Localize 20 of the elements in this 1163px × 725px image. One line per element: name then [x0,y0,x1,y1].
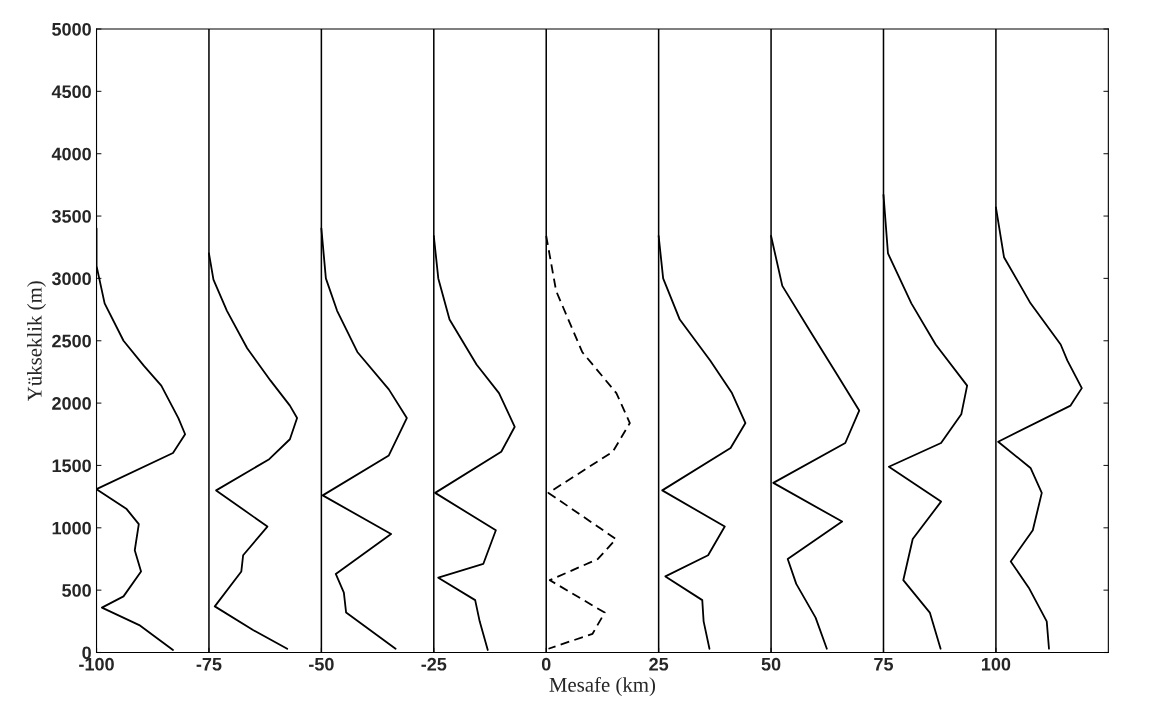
y-tick-label: 4000 [51,147,91,161]
y-tick-label: 5000 [52,22,91,36]
y-tick-label: 1000 [52,521,91,535]
x-tick-label: -50 [309,657,334,671]
x-tick-label: 25 [649,657,669,671]
x-tick-label: -25 [421,657,447,671]
y-tick-label: 500 [62,584,91,597]
y-tick-label: 4500 [51,85,91,99]
y-tick-label: 2000 [52,397,91,410]
y-tick-label: 2500 [52,334,91,348]
x-tick-label: -75 [196,658,222,671]
y-axis-title: Yükseklik (m) [27,281,46,401]
y-tick-label: 3500 [51,209,91,223]
x-axis-title: Mesafe (km) [549,676,656,697]
x-tick-label: 100 [981,657,1011,671]
x-tick-label: 50 [761,657,781,671]
y-tick-label: 3000 [51,272,91,286]
y-tick-label: 1500 [52,459,91,473]
x-tick-label: 0 [541,657,551,671]
x-tick-label: 75 [874,658,894,671]
